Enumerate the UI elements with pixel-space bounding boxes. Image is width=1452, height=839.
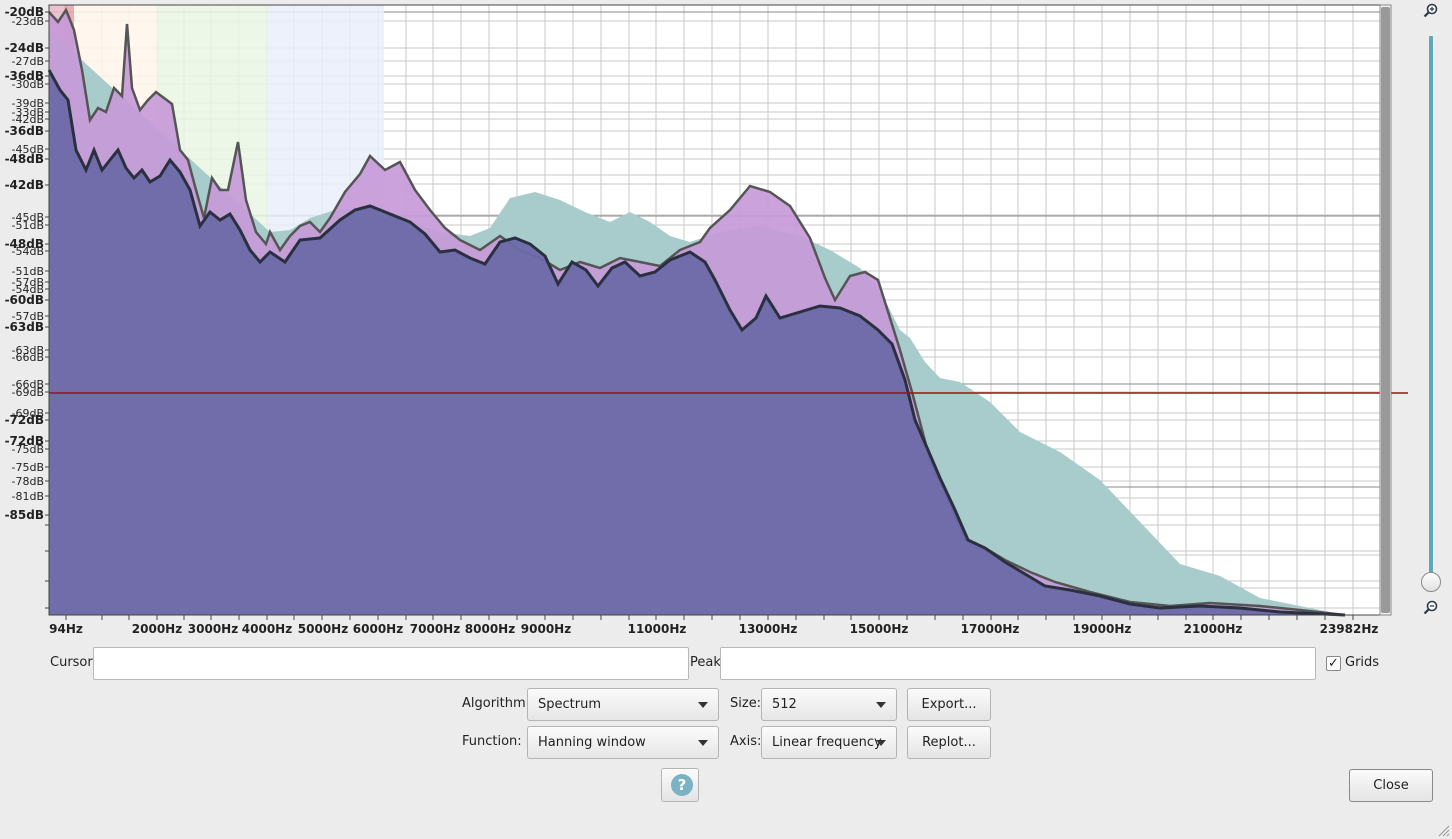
db-axis-label: -20dB	[5, 5, 44, 19]
grids-label[interactable]: Grids	[1345, 655, 1380, 670]
db-axis-label: -69dB	[12, 407, 45, 420]
db-axis-label: -42dB	[5, 178, 44, 192]
chevron-down-icon	[876, 702, 886, 708]
db-axis-label: -72dB	[5, 434, 44, 448]
db-axis-label: -45dB	[12, 211, 45, 224]
zoom-in-icon[interactable]	[1423, 3, 1439, 19]
peak-label: Peak:	[690, 655, 726, 670]
algorithm-label: Algorithm:	[462, 696, 531, 711]
axis-value: Linear frequency	[772, 735, 882, 750]
axis-label: Axis:	[730, 734, 762, 749]
db-axis-label: -39dB	[12, 97, 45, 110]
zoom-out-icon[interactable]	[1423, 600, 1439, 616]
replot-button[interactable]: Replot...	[907, 726, 991, 759]
freq-axis-label: 2000Hz	[132, 622, 182, 636]
zoom-slider[interactable]	[1419, 0, 1443, 625]
size-select[interactable]: 512	[761, 688, 897, 721]
freq-axis-label: 15000Hz	[850, 622, 909, 636]
db-axis-label: -42dB	[12, 113, 45, 126]
db-axis-label: -63dB	[12, 344, 45, 357]
db-axis-label: -81dB	[12, 490, 45, 503]
db-axis-label: -66dB	[12, 351, 45, 364]
axis-select[interactable]: Linear frequency	[761, 726, 897, 759]
db-axis-label: -66dB	[12, 378, 45, 391]
db-axis-label: -36dB	[5, 124, 44, 138]
db-axis-label: -85dB	[5, 508, 44, 522]
db-axis-label: -30dB	[12, 78, 45, 91]
db-axis-label: -75dB	[12, 461, 45, 474]
freq-axis-label: 17000Hz	[961, 622, 1020, 636]
zoom-slider-track[interactable]	[1429, 36, 1433, 582]
chevron-down-icon	[876, 740, 886, 746]
algorithm-value: Spectrum	[538, 697, 601, 712]
scrollbar-thumb[interactable]	[1381, 7, 1390, 613]
function-value: Hanning window	[538, 735, 646, 750]
grids-checkbox[interactable]: ✓	[1326, 656, 1341, 671]
help-button[interactable]: ?	[661, 768, 699, 802]
help-icon: ?	[671, 774, 693, 796]
freq-axis-label: 6000Hz	[353, 622, 403, 636]
function-label: Function:	[462, 734, 522, 749]
spectrum-purple-outline	[48, 7, 1346, 617]
cursor-label: Cursor:	[50, 655, 97, 670]
db-axis-label: -60dB	[5, 293, 44, 307]
export-button[interactable]: Export...	[907, 688, 991, 721]
db-axis-label: -33dB	[12, 106, 45, 119]
freq-axis-label: 11000Hz	[628, 622, 687, 636]
db-axis-label: -24dB	[5, 41, 44, 55]
freq-axis-label: 13000Hz	[739, 622, 798, 636]
freq-axis-label: 5000Hz	[298, 622, 348, 636]
chevron-down-icon	[698, 740, 708, 746]
db-axis-label: -75dB	[12, 443, 45, 456]
db-axis-label: -36dB	[5, 69, 44, 83]
spectrum-main-area	[49, 70, 1345, 615]
freq-axis-label: 3000Hz	[188, 622, 238, 636]
algorithm-select[interactable]: Spectrum	[527, 688, 719, 721]
freq-axis-label: 94Hz	[49, 622, 83, 636]
db-axis-label: -69dB	[12, 386, 45, 399]
db-axis-label: -48dB	[5, 152, 44, 166]
close-button[interactable]: Close	[1349, 769, 1433, 802]
db-axis-label: -54dB	[12, 245, 45, 258]
db-axis-label: -23dB	[12, 15, 45, 28]
chevron-down-icon	[698, 702, 708, 708]
db-axis-label: -63dB	[5, 320, 44, 334]
freq-axis-label: 21000Hz	[1184, 622, 1243, 636]
peak-field[interactable]	[720, 647, 1316, 680]
function-select[interactable]: Hanning window	[527, 726, 719, 759]
size-label: Size:	[730, 696, 762, 711]
freq-axis-label: 9000Hz	[521, 622, 571, 636]
db-axis-label: -51dB	[12, 265, 45, 278]
freq-axis-label: 8000Hz	[465, 622, 515, 636]
freq-axis-label: 7000Hz	[410, 622, 460, 636]
db-axis-label: -57dB	[12, 276, 45, 289]
cursor-field[interactable]	[93, 647, 689, 680]
freq-axis-label: 4000Hz	[242, 622, 292, 636]
zoom-slider-handle[interactable]	[1421, 572, 1441, 592]
db-axis-label: -57dB	[12, 310, 45, 323]
db-axis-label: -48dB	[5, 237, 44, 251]
db-axis-label: -78dB	[12, 475, 45, 488]
db-axis-label: -51dB	[12, 219, 45, 232]
resize-grip-icon[interactable]	[1436, 823, 1450, 837]
checkmark-icon: ✓	[1328, 656, 1339, 671]
db-axis-label: -72dB	[5, 413, 44, 427]
freq-axis-label: 19000Hz	[1073, 622, 1132, 636]
db-axis-label: -45dB	[12, 143, 45, 156]
size-value: 512	[772, 697, 797, 712]
spectrum-main-outline	[47, 69, 1346, 617]
db-axis-label: -54dB	[12, 283, 45, 296]
freq-axis-label: 23982Hz	[1320, 622, 1379, 636]
spectrum-plot[interactable]: -20dB-23dB-24dB-27dB-36dB-30dB-39dB-33dB…	[0, 0, 1452, 640]
db-axis-label: -27dB	[12, 55, 45, 68]
